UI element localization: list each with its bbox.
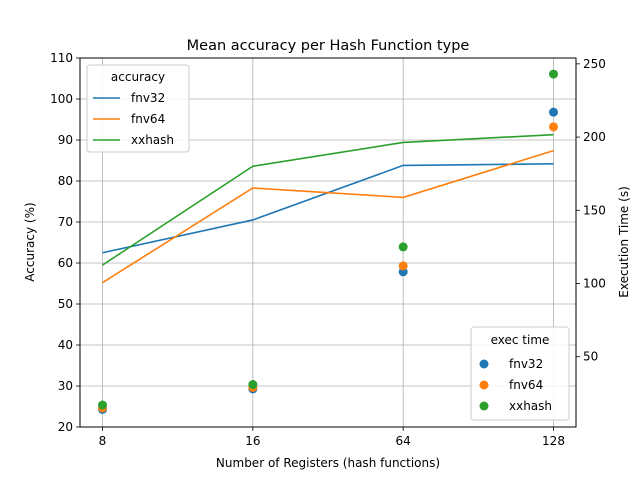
x-tick-label: 128 bbox=[542, 434, 565, 448]
exec-point-xxhash bbox=[248, 380, 258, 390]
y2-tick-label: 250 bbox=[583, 57, 606, 71]
exec-point-xxhash bbox=[98, 400, 107, 410]
y-tick-label: 40 bbox=[58, 338, 73, 352]
y-tick-label: 70 bbox=[58, 215, 73, 229]
y-tick-label: 20 bbox=[58, 420, 73, 434]
y-axis-label: Accuracy (%) bbox=[23, 202, 37, 281]
exec-point-fnv64 bbox=[549, 122, 558, 132]
legend-marker-swatch bbox=[479, 401, 489, 411]
exec-time-points bbox=[98, 69, 558, 414]
y2-tick-label: 100 bbox=[583, 277, 606, 291]
exec-time-legend: exec time fnv32 fnv64 xxhash bbox=[470, 326, 570, 421]
legend-entry-label: xxhash bbox=[131, 133, 174, 147]
chart-title: Mean accuracy per Hash Function type bbox=[187, 38, 470, 54]
legend-box bbox=[470, 326, 570, 421]
plot-frame bbox=[79, 57, 577, 428]
y-tick-label: 60 bbox=[58, 256, 73, 270]
accuracy-lines bbox=[102, 133, 554, 284]
exec-point-xxhash bbox=[398, 242, 408, 252]
legend-entry-label: fnv64 bbox=[131, 112, 165, 126]
legend-title: accuracy bbox=[111, 70, 165, 84]
x-tick-label: 64 bbox=[396, 434, 411, 448]
accuracy-line-xxhash bbox=[102, 133, 554, 266]
legend-marker-swatch bbox=[479, 359, 489, 369]
exec-point-fnv64 bbox=[398, 261, 408, 271]
exec-point-xxhash bbox=[549, 69, 558, 79]
y-tick-label: 100 bbox=[50, 92, 73, 106]
y-tick-label: 90 bbox=[58, 133, 73, 147]
axes: 20 30 40 50 60 70 80 90 100 110 50 100 150 200 250 8 16 6… bbox=[50, 51, 606, 448]
y2-tick-label: 150 bbox=[583, 203, 606, 217]
y2-axis-label: Execution Time (s) bbox=[617, 186, 631, 298]
y-tick-label: 80 bbox=[58, 174, 73, 188]
y-tick-label: 50 bbox=[58, 297, 73, 311]
x-tick-label: 8 bbox=[99, 434, 107, 448]
y-tick-label: 30 bbox=[58, 379, 73, 393]
x-tick-label: 16 bbox=[245, 434, 260, 448]
legend-marker-swatch bbox=[479, 380, 489, 390]
legend-entry-label: fnv64 bbox=[509, 378, 543, 392]
legend-entry-label: fnv32 bbox=[509, 357, 543, 371]
legend-entry-label: xxhash bbox=[509, 399, 552, 413]
y2-tick-label: 200 bbox=[583, 130, 606, 144]
accuracy-legend: accuracy fnv32 fnv64 xxhash bbox=[86, 64, 190, 153]
accuracy-line-fnv64 bbox=[102, 149, 554, 284]
exec-point-fnv32 bbox=[549, 107, 558, 117]
legend-title: exec time bbox=[491, 333, 550, 347]
y-tick-label: 110 bbox=[50, 51, 73, 65]
x-axis-label: Number of Registers (hash functions) bbox=[216, 456, 440, 470]
y2-tick-label: 50 bbox=[583, 350, 598, 364]
legend-entry-label: fnv32 bbox=[131, 91, 165, 105]
legend-box bbox=[86, 64, 190, 153]
